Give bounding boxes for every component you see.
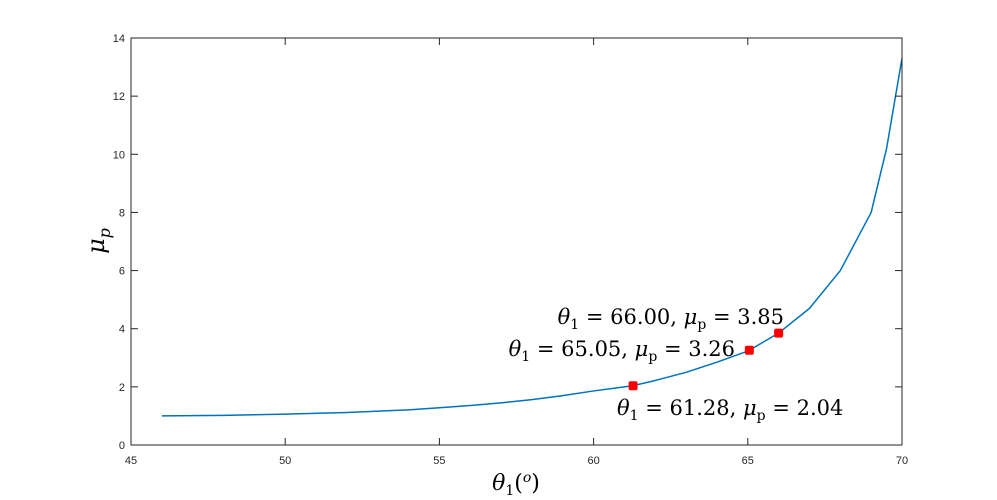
highlight-marker-0 <box>628 381 638 391</box>
y-tick-label: 8 <box>119 207 125 219</box>
x-tick-label: 45 <box>125 455 137 467</box>
x-tick-label: 60 <box>587 455 599 467</box>
highlight-marker-2 <box>774 328 784 338</box>
y-tick-label: 2 <box>119 382 125 394</box>
x-axis-label: θ1(o) <box>492 470 540 499</box>
highlight-marker-1 <box>744 345 754 355</box>
plot-frame <box>130 37 903 446</box>
y-tick-label: 0 <box>119 440 125 452</box>
y-tick-label: 6 <box>119 266 125 278</box>
annotation-point-1: θ1 = 65.05, μp = 3.26 <box>509 337 735 365</box>
y-tick-label: 10 <box>113 149 125 161</box>
x-tick-label: 65 <box>742 455 754 467</box>
y-axis-label: μp <box>82 228 114 254</box>
tick-layer: 45 50 55 60 65 70 0 2 4 6 8 10 12 14 <box>113 33 908 467</box>
y-tick-label: 4 <box>119 324 125 336</box>
marker-layer <box>628 328 784 391</box>
annotation-point-2: θ1 = 66.00, μp = 3.85 <box>558 305 784 333</box>
y-tick-label: 14 <box>113 33 125 45</box>
annotation-point-0: θ1 = 61.28, μp = 2.04 <box>617 396 843 424</box>
x-tick-label: 70 <box>896 455 908 467</box>
x-tick-label: 50 <box>279 455 291 467</box>
plot-area <box>131 38 902 445</box>
x-tick-label: 55 <box>433 455 445 467</box>
y-tick-label: 12 <box>113 91 125 103</box>
